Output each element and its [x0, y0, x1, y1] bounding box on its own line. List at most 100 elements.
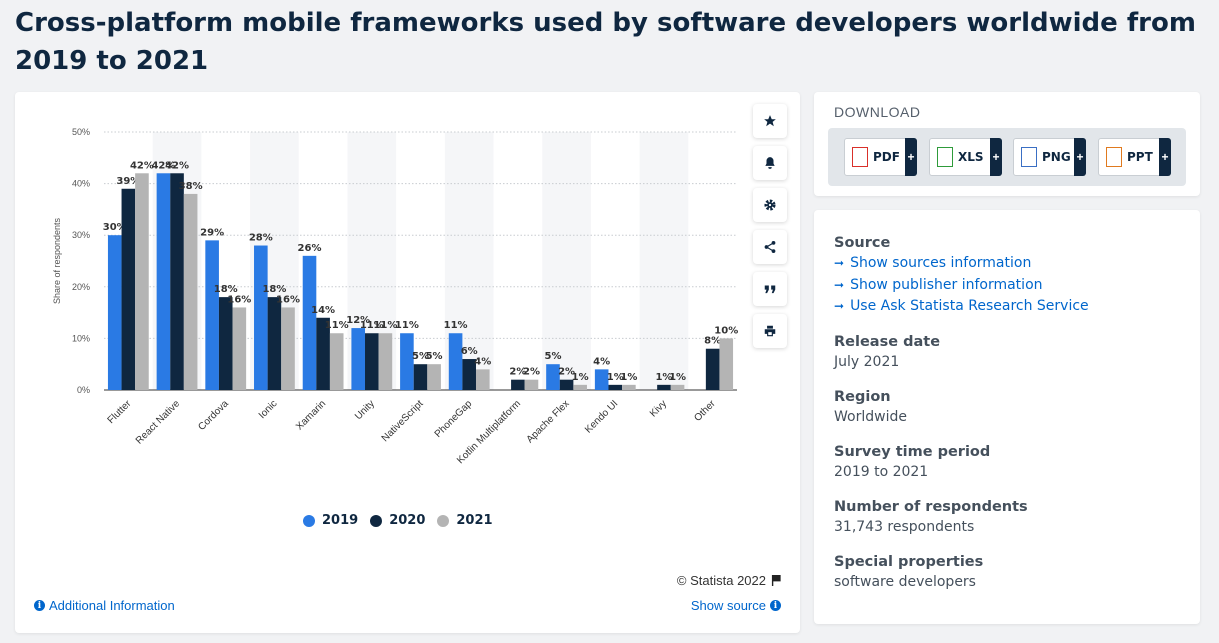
data-label: 29%: [200, 227, 224, 238]
copyright: © Statista 2022: [677, 573, 782, 588]
print-icon: [764, 325, 776, 337]
category-band: [542, 132, 591, 390]
data-label: 2%: [558, 367, 575, 378]
download-bar: PDF + XLS + PNG + PPT +: [828, 128, 1186, 186]
data-label: 1%: [620, 372, 637, 383]
data-label: 16%: [227, 294, 251, 305]
arrow-right-icon: ➞: [834, 256, 845, 270]
legend-item-2020[interactable]: 2020: [370, 513, 425, 528]
favorite-button[interactable]: [753, 104, 787, 138]
chart-toolbar: [753, 104, 787, 356]
ask-statista-link[interactable]: ➞ Use Ask Statista Research Service: [834, 296, 1180, 318]
x-tick-label: Unity: [353, 398, 377, 422]
bar: [156, 173, 171, 390]
release-date-value: July 2021: [834, 353, 900, 370]
bar: [475, 369, 490, 390]
plus-icon: +: [1159, 138, 1171, 176]
share-button[interactable]: [753, 230, 787, 264]
region-heading: Region: [834, 388, 891, 405]
category-band: [639, 132, 689, 390]
bar: [608, 384, 623, 390]
data-label: 4%: [474, 356, 491, 367]
bar: [462, 359, 476, 390]
png-file-icon: [1021, 147, 1037, 167]
bar: [427, 364, 441, 390]
download-ppt-button[interactable]: PPT +: [1098, 138, 1171, 176]
page-title: Cross-platform mobile frameworks used by…: [15, 8, 1196, 76]
settings-button[interactable]: [753, 188, 787, 222]
legend-item-2021[interactable]: 2021: [437, 513, 493, 528]
bar: [170, 173, 184, 390]
show-sources-link[interactable]: ➞ Show sources information: [834, 253, 1180, 275]
survey-period-heading: Survey time period: [834, 443, 991, 460]
data-label: 28%: [249, 233, 273, 244]
notification-button[interactable]: [753, 146, 787, 180]
special-properties-value: software developers: [834, 573, 976, 590]
legend-dot: [437, 514, 450, 527]
link-label: Show publisher information: [850, 276, 1043, 293]
show-source-link[interactable]: Show source i: [691, 598, 781, 613]
y-tick-label: 10%: [72, 333, 90, 343]
bar: [594, 369, 609, 390]
bar: [107, 235, 122, 390]
data-label: 1%: [572, 372, 589, 383]
x-tick-label: Flutter: [106, 398, 134, 426]
legend-item-2019[interactable]: 2019: [303, 513, 358, 528]
arrow-right-icon: ➞: [834, 277, 845, 292]
data-label: 2%: [509, 367, 526, 378]
print-button[interactable]: [753, 314, 787, 348]
download-label: XLS: [958, 150, 984, 164]
region-value: Worldwide: [834, 408, 907, 425]
pdf-file-icon: [852, 147, 868, 167]
y-tick-label: 0%: [77, 385, 90, 395]
bell-icon: [765, 157, 775, 169]
bar: [121, 188, 136, 390]
bar: [705, 348, 720, 390]
bar: [559, 379, 574, 390]
data-label: 42%: [151, 160, 175, 171]
data-label: 26%: [298, 243, 322, 254]
x-tick-label: Cordova: [196, 398, 231, 433]
data-label: 11%: [373, 320, 397, 331]
info-icon: i: [770, 600, 781, 611]
y-axis-title: Share of respondents: [52, 217, 62, 304]
data-label: 16%: [276, 294, 300, 305]
bar: [316, 317, 330, 390]
quote-icon: [764, 285, 776, 294]
data-label: 8%: [704, 336, 721, 347]
data-label: 11%: [395, 320, 419, 331]
bar: [657, 384, 671, 390]
x-tick-label: Xamarin: [294, 398, 328, 432]
show-publisher-link[interactable]: ➞ Show publisher information: [834, 275, 1180, 297]
data-label: 6%: [461, 346, 478, 357]
share-icon: [764, 241, 776, 253]
additional-info-link[interactable]: i Additional Information: [34, 598, 175, 613]
gear-icon: [764, 199, 776, 211]
x-tick-label: React Native: [134, 398, 183, 447]
chart-card: 0% 10% 20% 30% 40% 50% Share of respondents 30%…: [15, 92, 800, 633]
bar: [546, 364, 560, 390]
additional-info-label: Additional Information: [49, 598, 175, 613]
data-label: 1%: [669, 372, 686, 383]
bar: [351, 328, 366, 390]
bar: [183, 193, 198, 390]
download-card: DOWNLOAD PDF + XLS + PNG + PPT +: [814, 92, 1200, 196]
respondents-heading: Number of respondents: [834, 498, 1028, 515]
show-source-label: Show source: [690, 598, 766, 613]
link-label: Use Ask Statista Research Service: [850, 298, 1089, 314]
download-png-button[interactable]: PNG +: [1013, 138, 1086, 176]
download-xls-button[interactable]: XLS +: [929, 138, 1002, 176]
download-pdf-button[interactable]: PDF +: [844, 138, 917, 176]
y-tick-label: 20%: [72, 282, 90, 292]
info-icon: i: [34, 600, 45, 611]
data-label: 42%: [130, 160, 154, 171]
y-tick-label: 50%: [72, 127, 90, 137]
bar: [573, 384, 587, 390]
download-label: PDF: [873, 150, 900, 164]
cite-button[interactable]: [753, 272, 787, 306]
data-label: 38%: [179, 181, 203, 192]
data-label: 42%: [165, 160, 189, 171]
data-label: 18%: [214, 284, 238, 295]
data-label: 39%: [116, 176, 140, 187]
legend-dot: [370, 514, 383, 527]
